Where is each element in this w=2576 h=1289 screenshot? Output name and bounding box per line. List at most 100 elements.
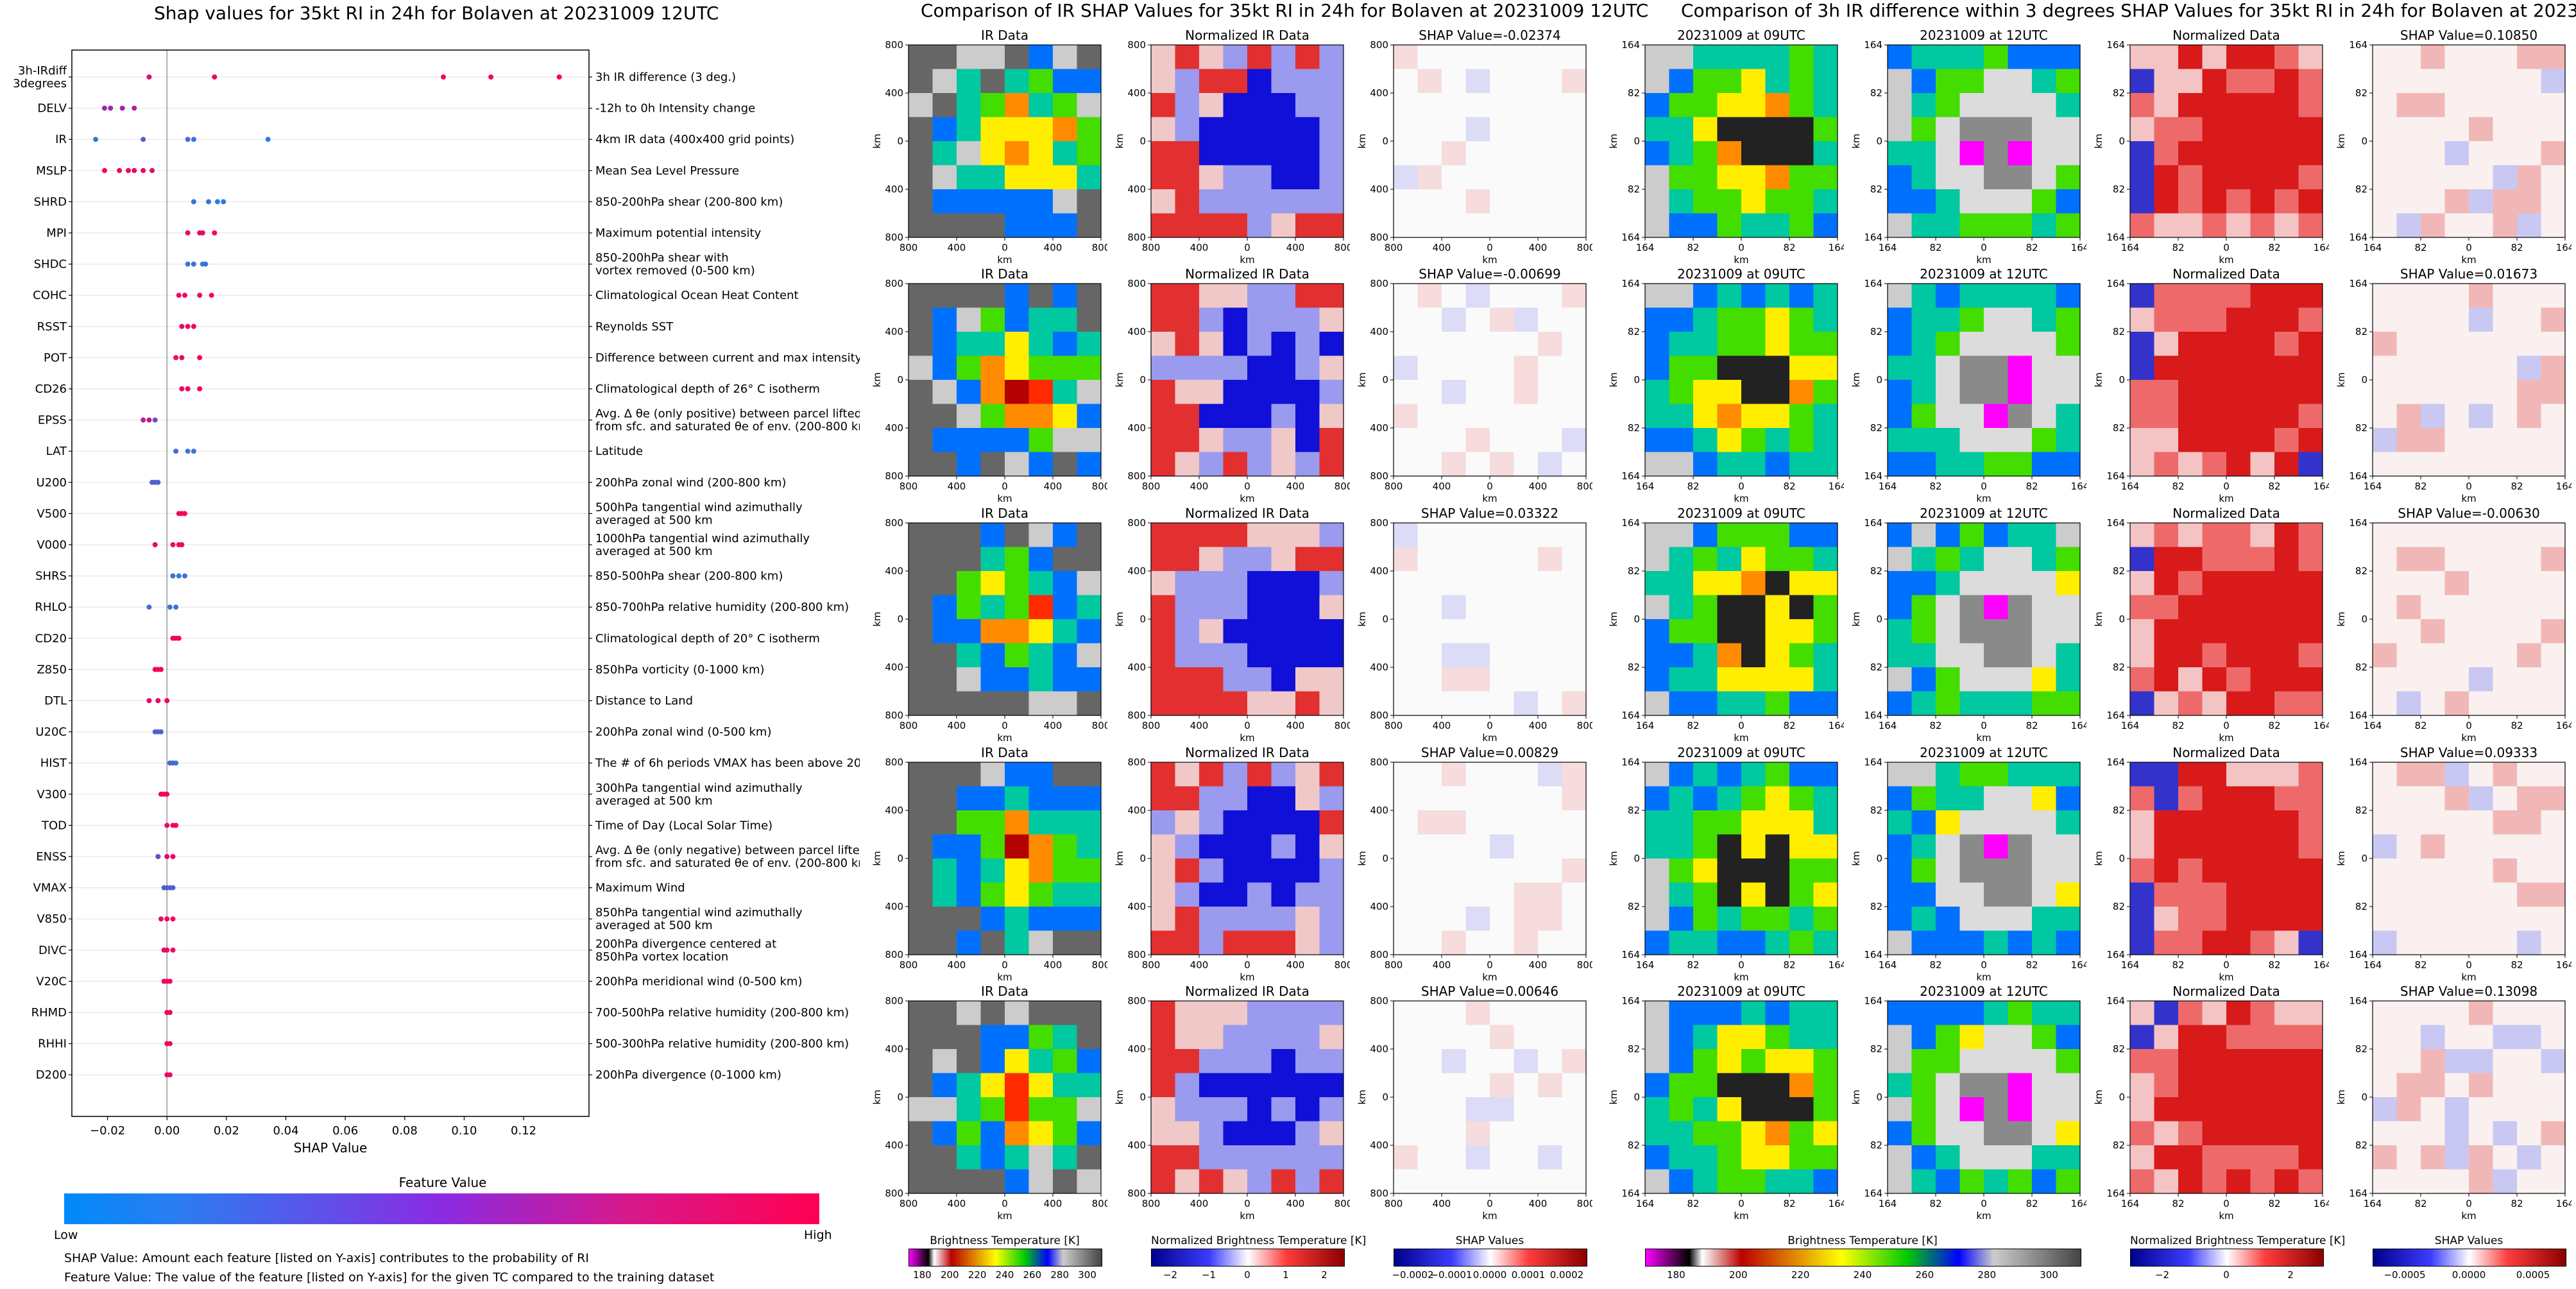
heatmap-cell: [2130, 69, 2154, 94]
heatmap-cell: [2274, 1073, 2299, 1098]
heatmap-cell: [2541, 1073, 2565, 1098]
heatmap-cell: [1645, 189, 1669, 214]
heatmap-cell: [1199, 380, 1224, 404]
heatmap-cell: [1465, 1001, 1490, 1025]
heatmap-cell: [2444, 117, 2469, 142]
heatmap-cell: [1394, 907, 1418, 931]
heatmap-cell: [2373, 1001, 2397, 1025]
heatmap-cell: [932, 858, 957, 883]
heatmap-cell: [2008, 834, 2033, 859]
heatmap-cell: [1053, 69, 1077, 94]
feature-code-label: DELV: [37, 102, 67, 115]
panel-group: 20231009 at 09UTC1641648282008282164164k…: [1608, 506, 1844, 744]
heatmap-cell: [2202, 571, 2227, 595]
heatmap-cell: [1645, 332, 1669, 356]
heatmap-cell: [1223, 786, 1248, 811]
x-tick-label: 0: [1738, 959, 1744, 971]
heatmap-cell: [2154, 858, 2179, 883]
heatmap-cell: [2154, 284, 2179, 308]
panel-image: [1645, 762, 1838, 955]
heatmap-cell: [1538, 547, 1562, 572]
y-tick-label: 164: [2349, 232, 2367, 243]
panel-image: [908, 284, 1101, 476]
y-tick-label: 164: [1621, 232, 1640, 243]
heatmap-cell: [1669, 189, 1694, 214]
heatmap-cell: [1959, 284, 1984, 308]
heatmap-cell: [1053, 1073, 1077, 1098]
heatmap-cell: [2274, 1097, 2299, 1122]
heatmap-cell: [2032, 404, 2056, 429]
heatmap-cell: [1028, 858, 1053, 883]
heatmap-cell: [2373, 284, 2397, 308]
heatmap-cell: [1271, 547, 1296, 572]
heatmap-cell: [1223, 523, 1248, 547]
heatmap-cell: [1888, 547, 1912, 572]
heatmap-cell: [1223, 117, 1248, 142]
heatmap-cell: [1490, 332, 1514, 356]
heatmap-cell: [1175, 882, 1200, 907]
heatmap-cell: [2056, 834, 2080, 859]
heatmap-cell: [1717, 1145, 1742, 1170]
heatmap-cell: [1077, 907, 1101, 931]
feature-description-label: 500-300hPa relative humidity (200-800 km…: [595, 1037, 849, 1051]
heatmap-cell: [1175, 547, 1200, 572]
heatmap-cell: [2202, 141, 2227, 166]
y-tick-label: 164: [1864, 232, 1882, 243]
y-tick-label: 400: [1127, 422, 1146, 434]
heatmap-cell: [932, 1097, 957, 1122]
heatmap-cell: [1319, 380, 1343, 404]
ir-panel-shap: SHAP Value=0.006468008004004000040040080…: [1356, 984, 1592, 1222]
heatmap-cell: [908, 284, 933, 308]
heatmap-cell: [1562, 380, 1586, 404]
heatmap-cell: [2421, 643, 2445, 668]
heatmap-cell: [2008, 907, 2033, 931]
heatmap-cell: [2008, 452, 2033, 476]
heatmap-cell: [2056, 141, 2080, 166]
heatmap-cell: [2373, 45, 2397, 69]
heatmap-cell: [1319, 355, 1343, 380]
y-axis-label: km: [871, 1089, 883, 1104]
x-tick-label: 800: [1142, 242, 1161, 253]
heatmap-cell: [1717, 1001, 1742, 1025]
panel-image: [1888, 284, 2080, 476]
heatmap-cell: [1223, 355, 1248, 380]
heatmap-cell: [2178, 355, 2203, 380]
heatmap-cell: [2130, 93, 2154, 117]
heatmap-cell: [2298, 1073, 2323, 1098]
heatmap-cell: [1053, 619, 1077, 644]
heatmap-cell: [2154, 404, 2179, 429]
heatmap-cell: [2154, 882, 2179, 907]
heatmap-cell: [1394, 117, 1418, 142]
heatmap-cell: [2444, 834, 2469, 859]
x-tick-label: 400: [1286, 959, 1305, 971]
heatmap-cell: [1077, 428, 1101, 452]
heatmap-cell: [1028, 619, 1053, 644]
heatmap-cell: [1490, 307, 1514, 332]
heatmap-cell: [1514, 332, 1539, 356]
heatmap-cell: [1319, 404, 1343, 429]
heatmap-cell: [1465, 307, 1490, 332]
x-tick-label: 0: [1244, 481, 1250, 492]
heatmap-cell: [1319, 189, 1343, 214]
heatmap-cell: [2178, 786, 2203, 811]
heatmap-cell: [2056, 213, 2080, 237]
heatmap-cell: [1765, 452, 1790, 476]
heatmap-cell: [2250, 1145, 2275, 1170]
heatmap-cell: [908, 1097, 933, 1122]
heatmap-cell: [1562, 523, 1586, 547]
panel-image: [1151, 762, 1343, 955]
y-tick-label: 400: [885, 87, 903, 99]
heatmap-cell: [2396, 1001, 2421, 1025]
heatmap-cell: [2444, 380, 2469, 404]
heatmap-cell: [1028, 428, 1053, 452]
heatmap-cell: [1319, 571, 1343, 595]
y-tick-label: 0: [1876, 853, 1882, 864]
heatmap-cell: [2298, 930, 2323, 955]
heatmap-cell: [1271, 930, 1296, 955]
heatmap-cell: [2541, 141, 2565, 166]
x-axis-label: km: [1240, 732, 1254, 744]
heatmap-cell: [1417, 1145, 1442, 1170]
heatmap-cell: [2250, 213, 2275, 237]
heatmap-cell: [1465, 786, 1490, 811]
heatmap-cell: [1175, 189, 1200, 214]
